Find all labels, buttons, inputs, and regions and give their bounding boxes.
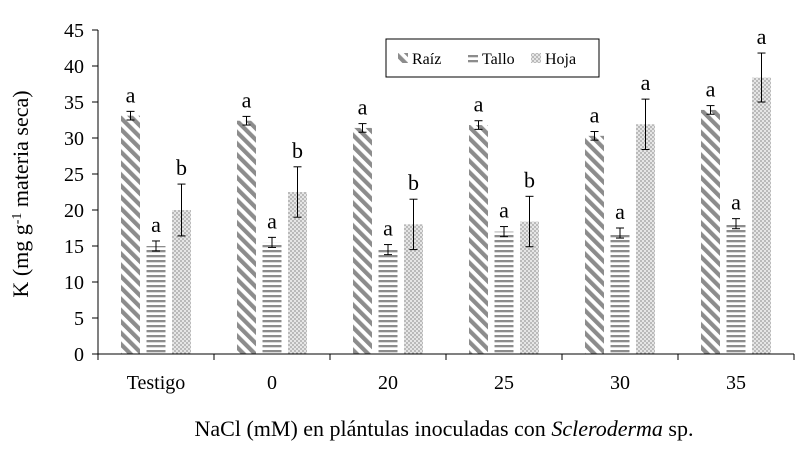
y-tick-label: 10 [64, 272, 84, 294]
y-axis-title-part: K (mg g [8, 224, 33, 297]
y-tick-label: 5 [74, 308, 84, 330]
x-axis-title-part: sp. [663, 416, 694, 441]
y-tick-label: 15 [64, 236, 84, 258]
y-axis: 0 5 10 15 20 25 30 35 40 45 [64, 20, 99, 366]
legend-label: Raíz [412, 51, 441, 68]
y-tick-label: 45 [64, 20, 84, 42]
bar-tallo [146, 246, 166, 354]
significance-letter: a [706, 77, 716, 102]
bar-tallo [726, 223, 746, 354]
legend-label: Tallo [482, 51, 515, 68]
bar-hoja [172, 210, 191, 354]
legend-label: Hoja [545, 51, 576, 68]
bar-hoja [520, 221, 539, 354]
y-axis-title-part: materia seca) [8, 90, 33, 212]
bar-ra-z [121, 115, 140, 355]
bar-tallo [494, 231, 514, 354]
significance-letter: a [590, 103, 600, 128]
bar-hoja [288, 192, 307, 354]
significance-letter: a [267, 208, 277, 233]
bar-ra-z [353, 127, 372, 354]
significance-letter: a [151, 212, 161, 237]
bar-hoja [404, 224, 423, 354]
bar-ra-z [469, 125, 488, 354]
y-tick-label: 25 [64, 164, 84, 186]
y-axis-title: K (mg g-1 materia seca) [8, 90, 33, 297]
significance-letter: b [524, 167, 535, 192]
x-tick-label: 30 [610, 372, 630, 394]
bar-ra-z [585, 135, 604, 354]
legend-swatch-ra-z [398, 53, 408, 63]
bar-tallo [262, 242, 282, 354]
significance-letter: b [408, 170, 419, 195]
x-tick-label: 0 [267, 372, 277, 394]
x-tick-label: Testigo [127, 372, 186, 394]
x-tick-label: 35 [726, 372, 746, 394]
y-tick-label: 20 [64, 200, 84, 222]
bar-tallo [378, 249, 398, 354]
bar-ra-z [237, 120, 256, 354]
x-axis-title-part: Scleroderma [551, 416, 663, 441]
x-axis-title-part: NaCl (mM) en plántulas inoculadas con [195, 416, 552, 441]
significance-letter: a [474, 92, 484, 117]
significance-letter: a [126, 82, 136, 107]
significance-letter: a [757, 24, 767, 49]
bar-tallo [610, 233, 630, 354]
x-tick-label: 25 [494, 372, 514, 394]
x-axis-title: NaCl (mM) en plántulas inoculadas con Sc… [195, 416, 694, 441]
y-tick-label: 40 [64, 56, 84, 78]
significance-letter: a [731, 190, 741, 215]
y-tick-label: 35 [64, 92, 84, 114]
axis-titles: NaCl (mM) en plántulas inoculadas con Sc… [8, 90, 693, 441]
y-axis-title-part: -1 [10, 213, 25, 225]
y-tick-label: 0 [74, 344, 84, 366]
significance-letter: a [242, 87, 252, 112]
bar-hoja [752, 77, 771, 355]
significance-letter: b [292, 138, 303, 163]
significance-letter: a [641, 70, 651, 95]
bar-ra-z [701, 109, 720, 354]
x-axis: Testigo 0 20 25 30 35 [97, 353, 795, 394]
legend-swatch-hoja [531, 53, 541, 63]
legend: Raíz Tallo Hoja [385, 38, 600, 78]
significance-letter: b [176, 155, 187, 180]
legend-swatch-tallo [468, 53, 478, 63]
significance-letter: a [358, 95, 368, 120]
y-tick-label: 30 [64, 128, 84, 150]
legend-box [385, 38, 600, 78]
bar-hoja [636, 124, 655, 354]
significance-letter: a [615, 199, 625, 224]
x-tick-label: 20 [378, 372, 398, 394]
significance-letter: a [383, 216, 393, 241]
significance-letter: a [499, 198, 509, 223]
